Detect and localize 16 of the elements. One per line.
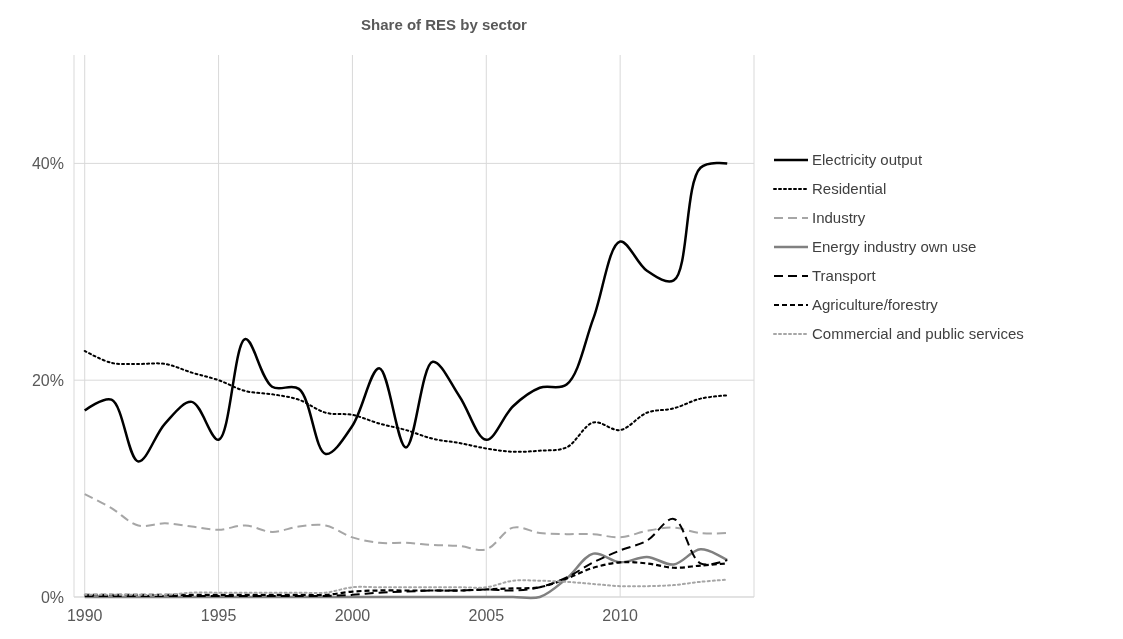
legend-label: Energy industry own use [812,238,977,256]
x-tick-label: 2005 [468,607,505,624]
x-tick-label: 2000 [334,607,371,624]
x-tick-label: 2010 [602,607,639,624]
legend-label: Electricity output [812,151,923,169]
y-tick-label: 20% [31,371,64,389]
y-tick-label: 0% [40,588,64,606]
legend-label: Agriculture/forestry [812,296,939,314]
legend-label: Commercial and public services [812,325,1024,343]
y-tick-label: 40% [31,155,64,172]
x-tick-label: 1990 [66,607,103,624]
legend-label: Residential [812,180,887,198]
legend-label: Transport [812,267,877,285]
x-tick-label: 1995 [200,607,237,624]
legend-label: Industry [812,209,866,227]
chart-title: Share of RES by sector [361,16,528,33]
